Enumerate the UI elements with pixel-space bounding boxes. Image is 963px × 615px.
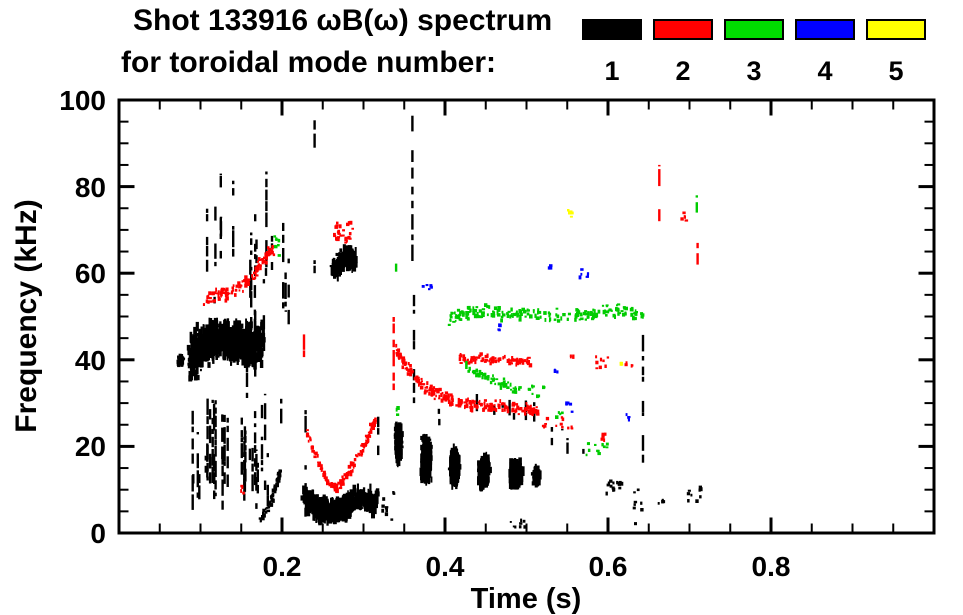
y-tick-label-60: 60	[74, 258, 106, 290]
axis-ticks	[120, 101, 933, 532]
chart-title-line2: for toroidal mode number:	[121, 46, 496, 79]
y-tick-label-80: 80	[74, 171, 106, 203]
legend-swatch-mode-3	[724, 19, 784, 40]
legend-label-mode-5: 5	[888, 56, 904, 86]
legend-label-mode-2: 2	[675, 56, 691, 86]
y-tick-label-0: 0	[90, 518, 106, 549]
x-tick-label-0.2: 0.2	[262, 551, 302, 582]
legend-swatch-mode-5	[866, 19, 926, 40]
plot-frame	[117, 98, 936, 535]
legend-label-mode-1: 1	[604, 56, 620, 86]
legend-label-mode-3: 3	[746, 56, 762, 86]
y-tick-label-20: 20	[74, 431, 106, 463]
x-tick-label-0.4: 0.4	[425, 551, 465, 582]
y-axis-label: Frequency (kHz)	[10, 199, 43, 433]
legend-swatch-mode-2	[653, 19, 713, 40]
legend-swatch-mode-1	[582, 19, 642, 40]
y-tick-label-100: 100	[59, 85, 106, 116]
legend-swatch-mode-4	[795, 19, 855, 40]
x-tick-label-0.8: 0.8	[751, 551, 791, 582]
chart-title-line1: Shot 133916 ωB(ω) spectrum	[133, 4, 553, 37]
legend-label-mode-4: 4	[817, 56, 833, 86]
x-tick-label-0.6: 0.6	[588, 551, 628, 582]
spectrogram-points	[176, 115, 703, 529]
y-tick-label-40: 40	[74, 344, 106, 376]
x-axis-label: Time (s)	[470, 583, 582, 615]
